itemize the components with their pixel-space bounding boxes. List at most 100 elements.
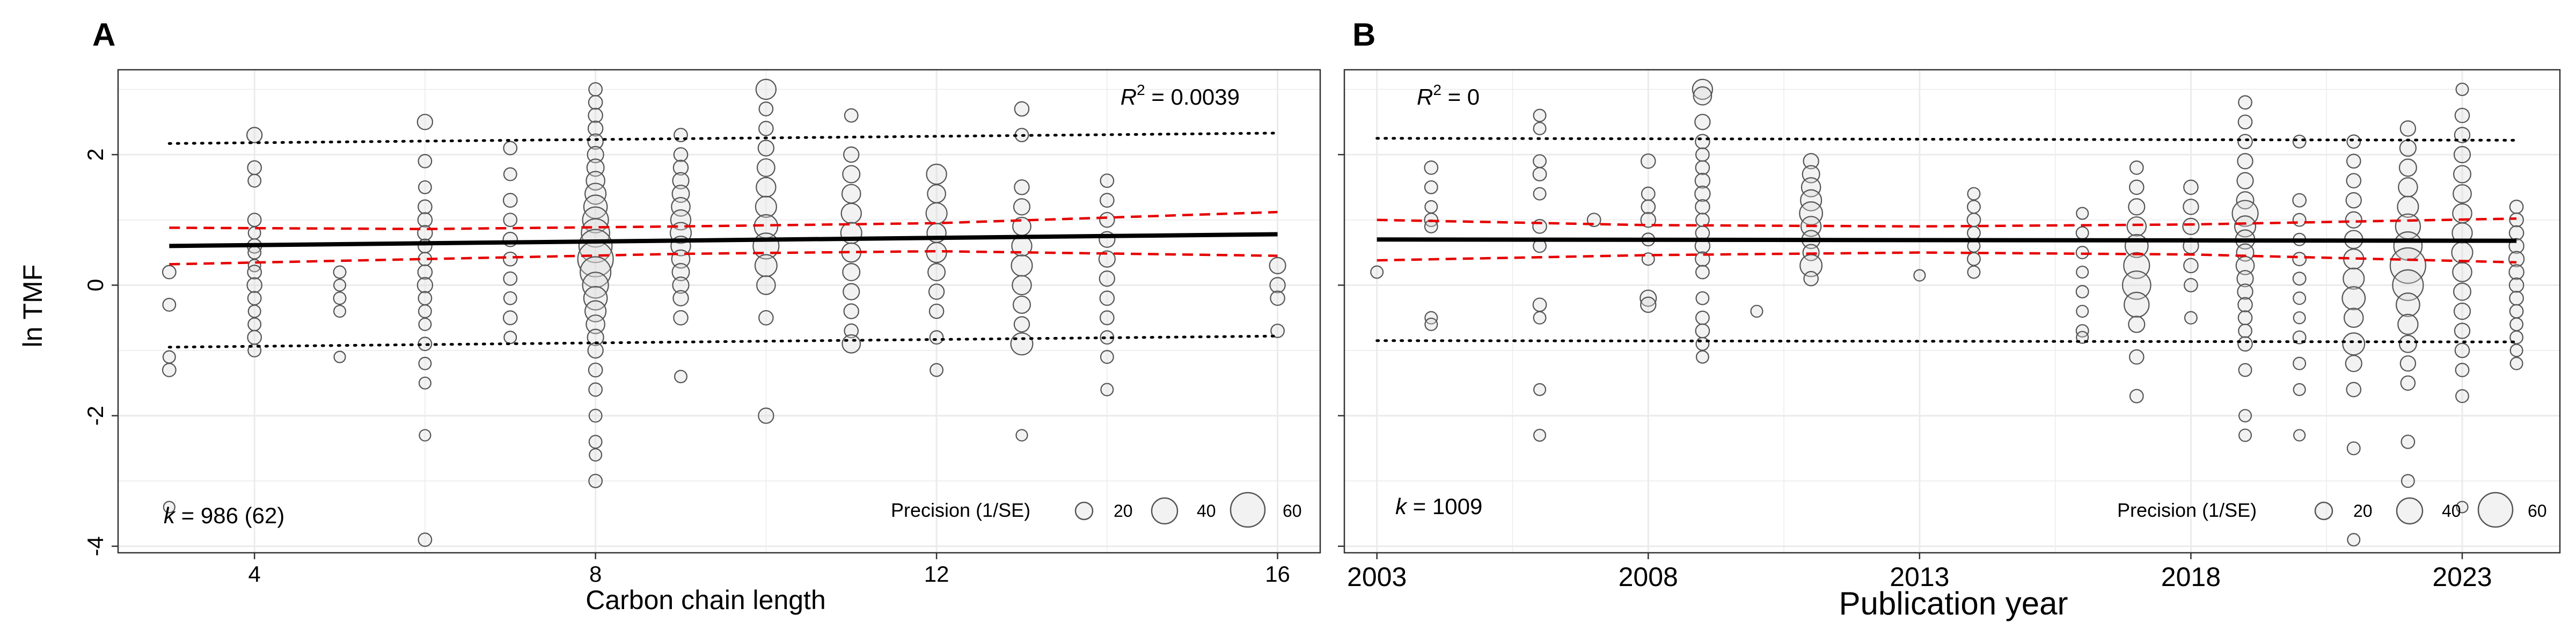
ci-upper-line-a — [169, 210, 1278, 231]
data-point-b — [1693, 86, 1713, 106]
data-point-a — [928, 303, 945, 319]
data-point-b — [2453, 282, 2471, 301]
data-point-a — [1012, 295, 1031, 314]
data-point-b — [2293, 383, 2306, 396]
data-point-a — [929, 330, 944, 345]
plot-border-b — [1343, 69, 2561, 554]
data-point-a — [418, 317, 432, 331]
data-point-a — [333, 279, 347, 292]
data-point-a — [842, 263, 861, 282]
data-point-a — [1099, 310, 1115, 326]
prediction-lower-line-a — [167, 334, 1279, 349]
data-point-b — [2346, 173, 2362, 189]
data-point-b — [1424, 180, 1438, 194]
data-point-b — [2508, 225, 2524, 241]
data-point-a — [503, 213, 518, 228]
data-point-a — [1100, 350, 1114, 364]
data-point-a — [757, 140, 775, 157]
data-point-a — [333, 265, 347, 279]
data-point-a — [758, 101, 774, 116]
data-point-a — [755, 195, 777, 218]
data-point-b — [2293, 429, 2306, 442]
data-point-b — [1533, 154, 1547, 169]
data-point-a — [586, 314, 605, 334]
data-point-b — [2398, 177, 2418, 197]
data-point-a — [1012, 275, 1032, 296]
data-point-a — [417, 264, 433, 280]
data-point-b — [1640, 153, 1656, 169]
data-point-a — [756, 275, 776, 295]
data-point-a — [333, 291, 347, 305]
data-point-b — [2128, 179, 2145, 195]
data-point-a — [673, 310, 689, 326]
data-point-a — [587, 146, 604, 164]
data-point-b — [1695, 350, 1709, 364]
data-point-b — [2076, 207, 2089, 220]
legend-label-40-b: 40 — [2442, 501, 2461, 521]
legend-circle-40-a — [1151, 497, 1179, 525]
data-point-b — [2453, 146, 2471, 164]
data-point-b — [2292, 252, 2307, 267]
data-point-b — [2238, 95, 2252, 110]
ci-lower-line-b — [1377, 251, 2517, 264]
data-point-a — [756, 158, 775, 177]
data-point-a — [1099, 193, 1115, 208]
data-point-b — [1533, 187, 1547, 201]
data-point-b — [1532, 167, 1547, 181]
data-point-b — [2238, 428, 2252, 442]
data-point-a — [502, 193, 518, 208]
data-point-b — [1695, 199, 1710, 215]
data-point-a — [503, 271, 518, 286]
legend-label-60-b: 60 — [2528, 501, 2547, 521]
data-point-a — [247, 291, 262, 306]
data-point-a — [1011, 254, 1033, 277]
data-point-a — [1013, 316, 1030, 333]
data-point-b — [2124, 291, 2150, 318]
y-tick-label-a: -2 — [83, 406, 108, 426]
data-point-b — [1533, 121, 1547, 135]
data-point-b — [1640, 211, 1657, 228]
data-point-a — [926, 241, 947, 264]
data-point-a — [1099, 211, 1115, 228]
x-tick-label-a: 12 — [924, 561, 949, 587]
data-point-a — [756, 177, 777, 198]
data-point-a — [588, 473, 603, 488]
data-point-b — [2342, 332, 2366, 356]
data-point-b — [2345, 192, 2362, 209]
data-point-b — [2343, 267, 2365, 290]
x-tick-label-a: 4 — [248, 561, 261, 587]
y-tick-label-a: 2 — [83, 148, 108, 160]
axes-b: 2003 2008 2013 2018 2023 — [1338, 153, 2492, 592]
legend-circle-40-b — [2396, 497, 2424, 525]
data-point-a — [162, 363, 177, 377]
data-point-a — [927, 184, 947, 203]
data-point-a — [247, 213, 262, 228]
data-point-b — [1803, 153, 1819, 170]
data-point-a — [588, 94, 603, 110]
data-point-a — [1010, 332, 1034, 356]
panel-label-b: B — [1352, 17, 1375, 53]
data-point-a — [1099, 290, 1115, 306]
data-point-b — [2183, 179, 2199, 195]
data-point-b — [2453, 302, 2471, 320]
data-point-a — [418, 304, 432, 318]
data-point-a — [587, 133, 604, 150]
data-point-b — [1967, 265, 1981, 279]
data-point-b — [1913, 269, 1926, 282]
data-point-a — [247, 317, 262, 332]
data-point-a — [1269, 257, 1286, 274]
data-point-b — [2237, 310, 2253, 326]
data-point-a — [418, 180, 432, 194]
data-point-b — [2509, 290, 2524, 306]
data-point-a — [1269, 277, 1286, 294]
data-point-b — [1966, 226, 1981, 240]
data-point-a — [1100, 173, 1115, 188]
data-point-b — [1966, 213, 1981, 228]
data-point-a — [672, 159, 689, 176]
data-point-b — [2237, 297, 2253, 313]
legend-label-20-b: 20 — [2353, 501, 2373, 521]
data-point-a — [418, 356, 432, 370]
data-point-a — [503, 141, 518, 156]
data-point-b — [1533, 108, 1547, 122]
legend-b: Precision (1/SE) 20 40 60 — [2117, 492, 2547, 528]
